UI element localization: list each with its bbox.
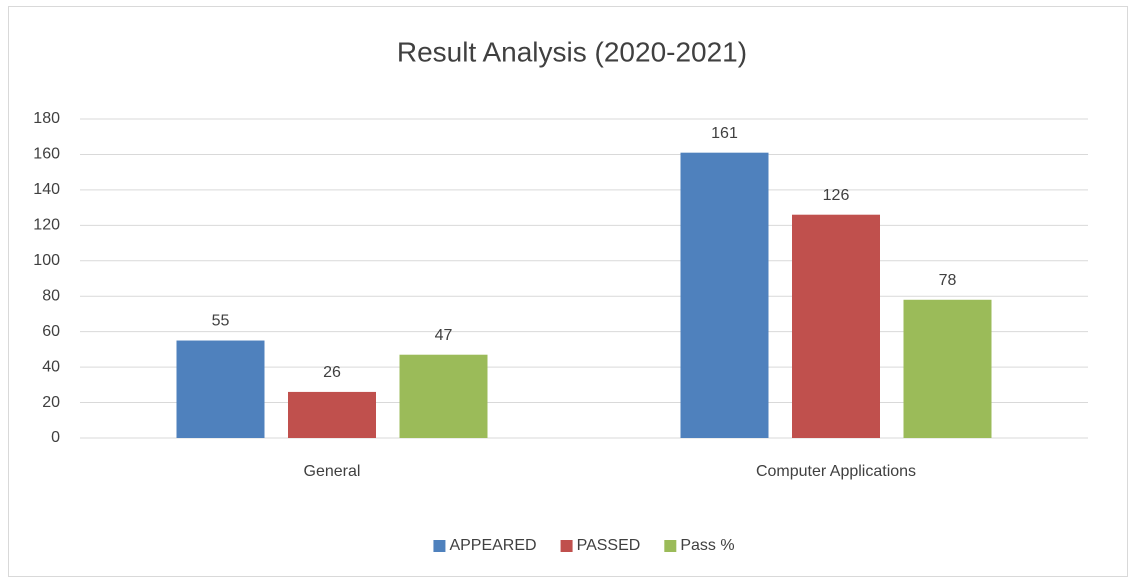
legend-label: PASSED — [577, 537, 641, 554]
y-tick-label: 160 — [33, 146, 60, 163]
y-tick-label: 120 — [33, 217, 60, 234]
y-tick-label: 40 — [42, 358, 60, 375]
bar — [792, 214, 880, 438]
legend-label: Pass % — [680, 537, 734, 554]
bar — [399, 354, 488, 438]
data-label: 126 — [823, 187, 850, 204]
y-tick-label: 140 — [33, 181, 60, 198]
legend-swatch — [433, 540, 446, 552]
legend-swatch — [664, 540, 677, 552]
y-tick-label: 180 — [33, 110, 60, 127]
y-tick-label: 80 — [42, 287, 60, 304]
chart-title: Result Analysis (2020-2021) — [397, 36, 747, 67]
data-label: 47 — [435, 327, 453, 344]
y-tick-label: 100 — [33, 252, 60, 269]
x-tick-label: General — [304, 463, 361, 480]
data-label: 78 — [939, 272, 957, 289]
data-label: 55 — [212, 313, 230, 330]
bar — [680, 152, 769, 438]
legend-swatch — [560, 540, 573, 552]
y-tick-label: 0 — [51, 429, 60, 446]
data-label: 26 — [323, 364, 341, 381]
chart-border — [8, 6, 1128, 577]
bar — [903, 299, 992, 438]
y-tick-label: 20 — [42, 394, 60, 411]
legend-label: APPEARED — [449, 537, 536, 554]
y-tick-label: 60 — [42, 323, 60, 340]
data-label: 161 — [711, 125, 738, 142]
bar — [176, 340, 265, 438]
bar — [288, 391, 376, 438]
x-tick-label: Computer Applications — [756, 463, 916, 480]
